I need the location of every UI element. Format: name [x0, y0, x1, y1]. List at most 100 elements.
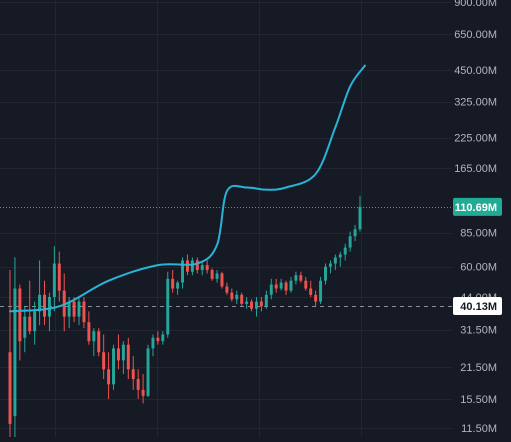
candle-body [126, 344, 130, 370]
candle[interactable] [333, 254, 337, 271]
candle[interactable] [309, 280, 313, 298]
candle-body [18, 288, 22, 342]
candle[interactable] [255, 297, 258, 317]
candle[interactable] [269, 278, 273, 300]
candle[interactable] [121, 341, 125, 375]
candle-body [141, 389, 145, 396]
candle[interactable] [338, 251, 342, 267]
candle[interactable] [38, 260, 42, 326]
candle[interactable] [92, 328, 96, 357]
candle[interactable] [200, 261, 204, 276]
candle-body [181, 260, 185, 283]
candle[interactable] [274, 278, 278, 293]
candle-body [161, 334, 165, 342]
candle[interactable] [328, 260, 332, 274]
candle[interactable] [289, 277, 293, 293]
candle[interactable] [77, 297, 81, 326]
candle[interactable] [166, 271, 170, 338]
candle-body [255, 301, 258, 309]
candle[interactable] [82, 297, 86, 329]
candle[interactable] [264, 290, 268, 309]
candle[interactable] [190, 257, 194, 276]
candle[interactable] [13, 257, 17, 442]
candle-body [112, 348, 115, 385]
current-price-badge-bg [453, 197, 502, 216]
candle[interactable] [52, 246, 56, 312]
candle-body [43, 294, 46, 317]
candle[interactable] [225, 282, 229, 295]
candle[interactable] [151, 334, 155, 357]
candle[interactable] [304, 277, 308, 291]
projection-curve [9, 64, 366, 313]
candle[interactable] [57, 251, 61, 302]
candle[interactable] [215, 270, 219, 283]
candle[interactable] [28, 280, 32, 335]
candle[interactable] [353, 224, 357, 242]
candle[interactable] [146, 344, 150, 398]
candle[interactable] [230, 288, 234, 302]
candle[interactable] [116, 334, 120, 370]
candle[interactable] [294, 271, 298, 285]
candle[interactable] [240, 292, 244, 307]
candle-body [33, 311, 37, 332]
candle[interactable] [279, 278, 283, 291]
candle[interactable] [136, 369, 140, 399]
candle[interactable] [156, 331, 160, 345]
axis-tick-label: 31.50M [460, 325, 497, 337]
candles[interactable] [8, 195, 362, 442]
candle[interactable] [112, 344, 115, 390]
candle[interactable] [87, 311, 91, 345]
candle[interactable] [23, 306, 27, 353]
candle[interactable] [126, 337, 130, 380]
candle[interactable] [171, 270, 175, 293]
projection-line [9, 64, 366, 313]
candle-body [324, 266, 327, 281]
candle[interactable] [141, 374, 145, 404]
candle[interactable] [161, 331, 165, 345]
candle-body [294, 275, 298, 281]
candle[interactable] [250, 299, 254, 312]
candle-body [38, 294, 42, 312]
candle[interactable] [245, 297, 249, 309]
current-price-badge[interactable]: 110.69M [453, 197, 502, 216]
candle[interactable] [102, 334, 106, 380]
candle[interactable] [195, 257, 199, 274]
candle-body [235, 294, 239, 300]
candle-body [240, 294, 244, 304]
marker-level-badge[interactable]: 40.13M [453, 297, 502, 316]
candle[interactable] [18, 284, 22, 361]
candle[interactable] [324, 263, 327, 285]
price-axis[interactable]: 900.00M 650.00M 450.00M 325.00M 225.00M 165.0… [453, 0, 502, 435]
grid-lines [0, 0, 452, 437]
candle-body [343, 247, 347, 255]
candle[interactable] [176, 280, 180, 295]
candle[interactable] [348, 231, 352, 252]
candle[interactable] [43, 280, 46, 326]
candle[interactable] [205, 260, 209, 274]
candle[interactable] [181, 257, 185, 289]
candle[interactable] [319, 277, 323, 304]
candle[interactable] [33, 301, 37, 345]
candle[interactable] [235, 290, 239, 304]
candle[interactable] [299, 271, 303, 283]
candle[interactable] [210, 268, 214, 281]
candle[interactable] [131, 356, 135, 390]
candle[interactable] [107, 352, 111, 399]
candle[interactable] [284, 280, 288, 295]
candle[interactable] [97, 328, 101, 357]
candle[interactable] [314, 290, 318, 307]
candle[interactable] [72, 297, 76, 323]
candle[interactable] [343, 243, 347, 261]
candle-body [185, 260, 189, 272]
candle-body [304, 280, 308, 289]
candle[interactable] [220, 271, 224, 289]
axis-tick-label: 21.50M [460, 362, 497, 374]
candle[interactable] [259, 297, 263, 312]
candle[interactable] [358, 195, 362, 232]
candle-body [107, 369, 111, 385]
candle[interactable] [8, 270, 12, 442]
candle-body [314, 294, 318, 302]
candle[interactable] [47, 292, 51, 332]
